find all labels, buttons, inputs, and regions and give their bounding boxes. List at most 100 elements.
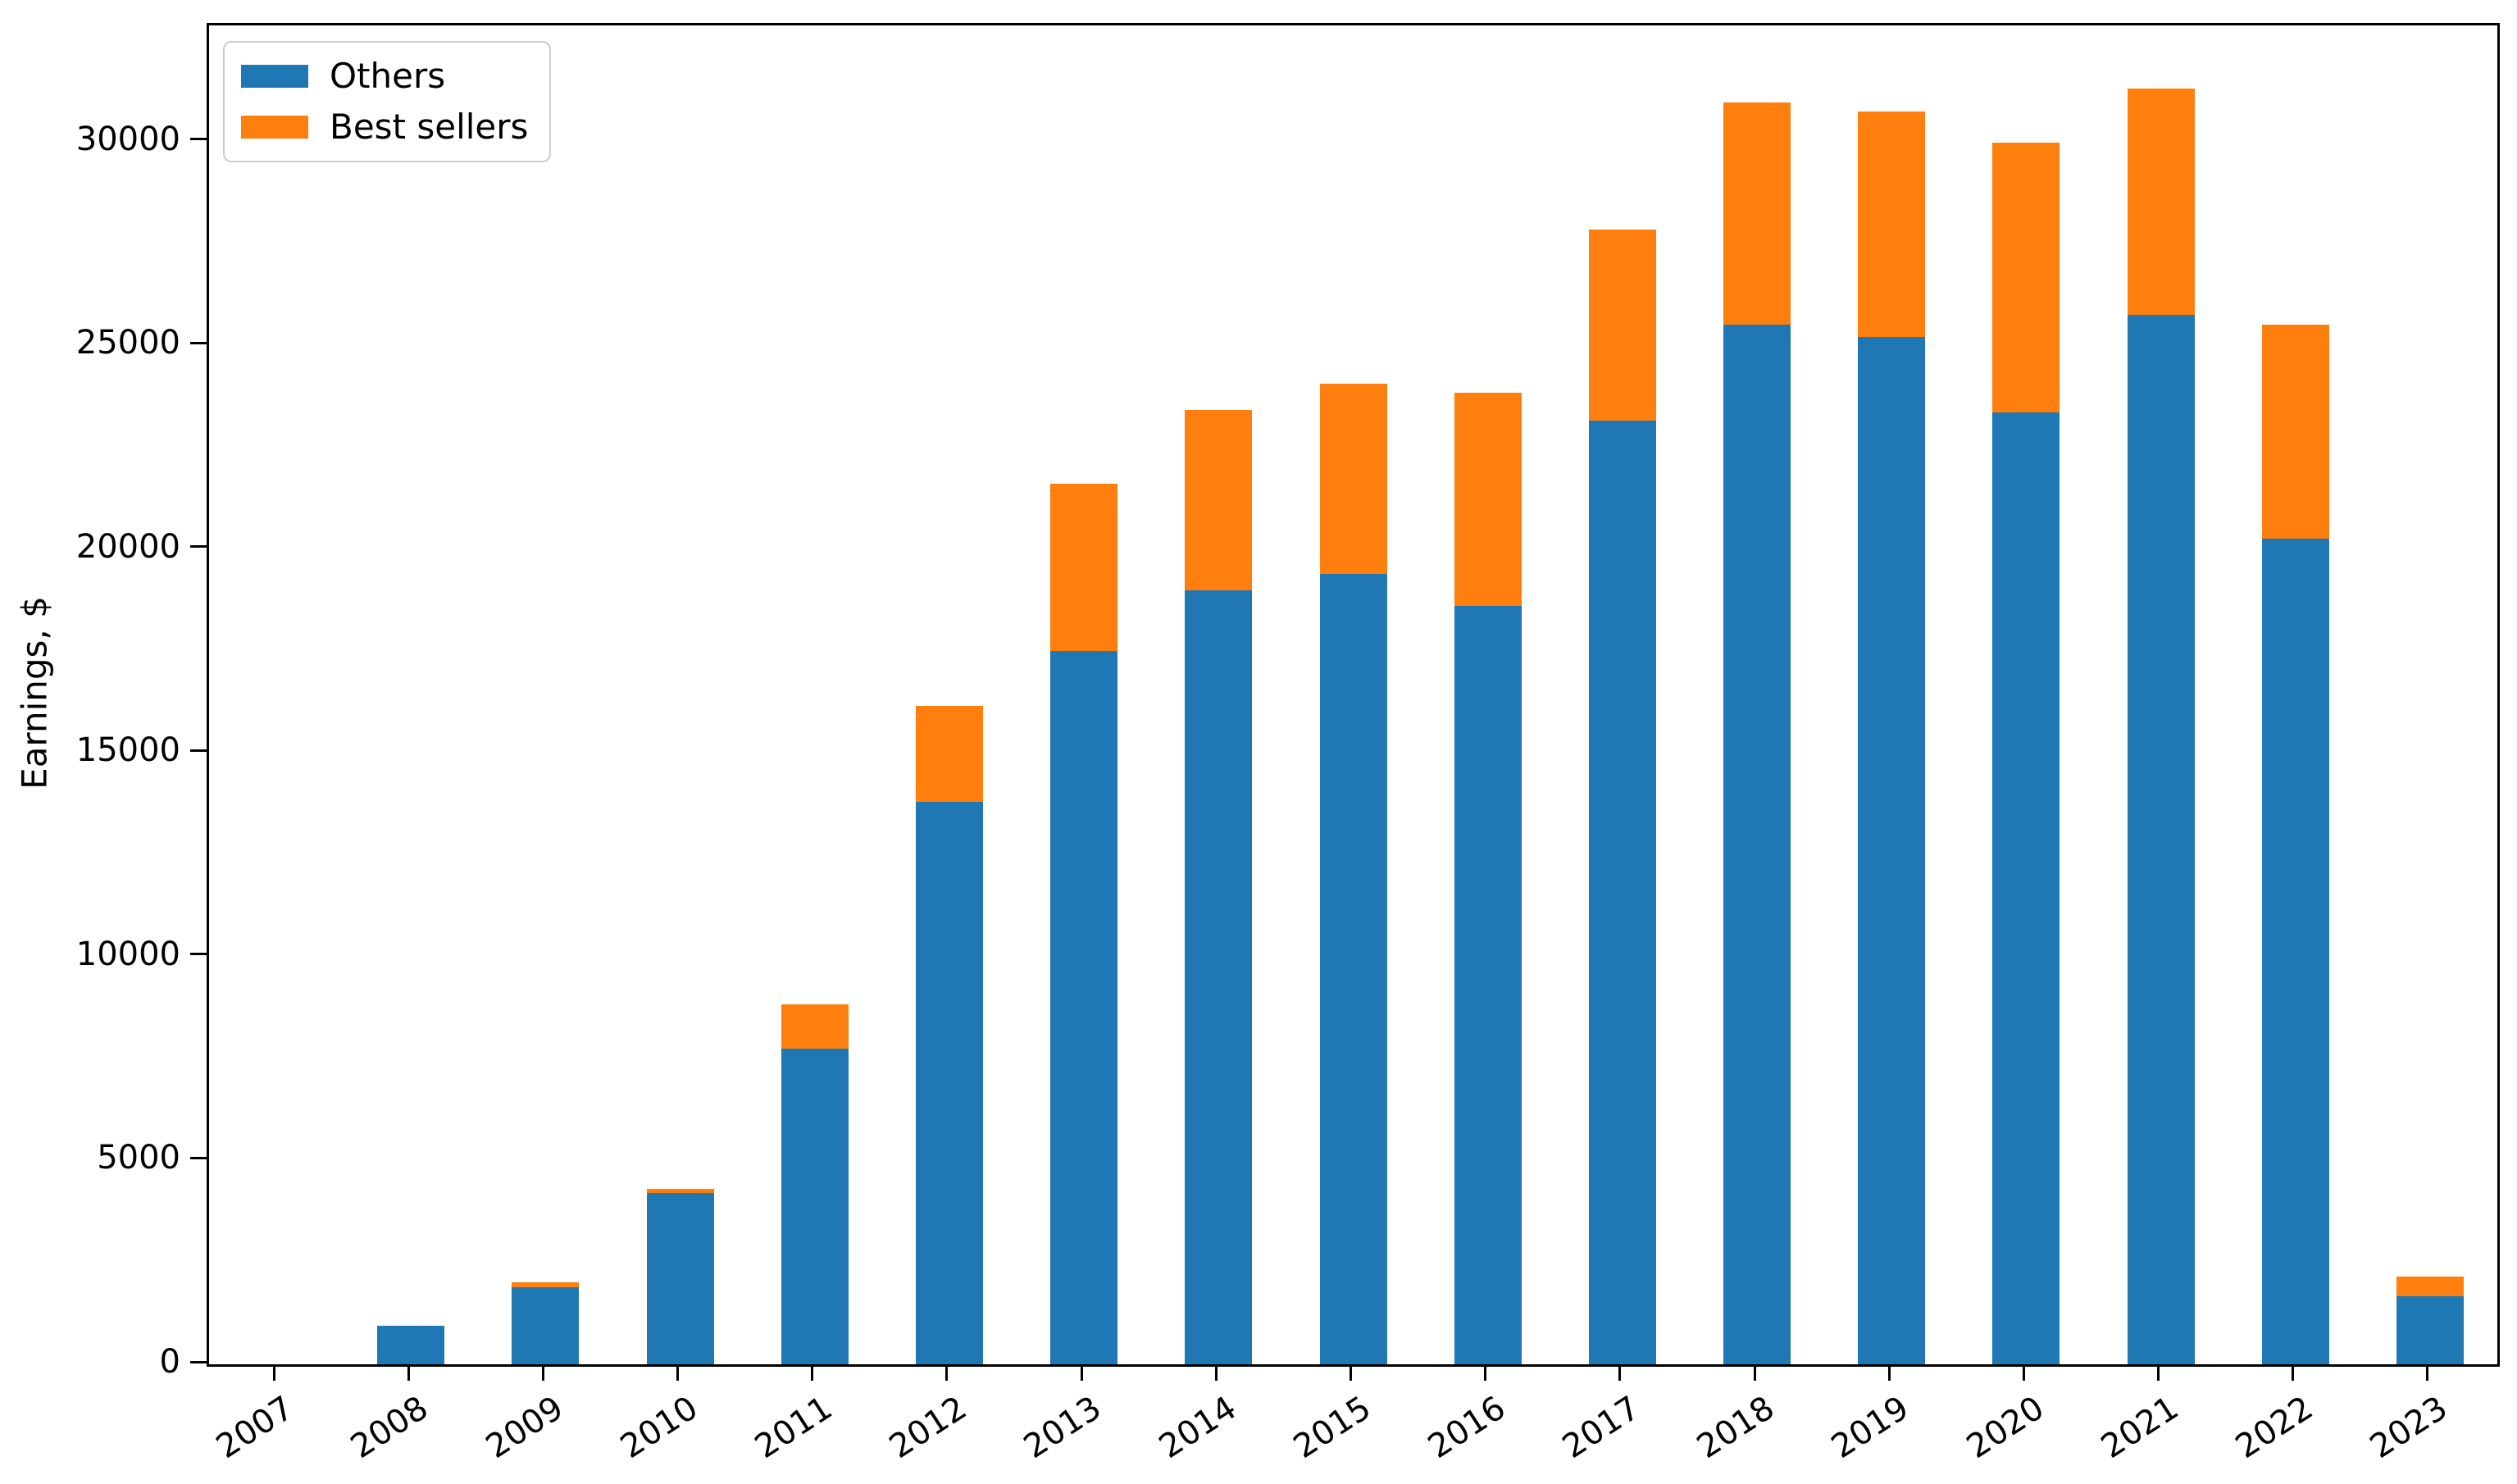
bar-segment-others-2012 bbox=[915, 802, 983, 1364]
bar-2012 bbox=[915, 25, 983, 1364]
x-tick-label-2016: 2016 bbox=[1421, 1389, 1513, 1467]
y-tick-label-15000: 15000 bbox=[75, 731, 180, 770]
bar-segment-others-2009 bbox=[512, 1286, 580, 1364]
x-tick-2017 bbox=[1618, 1364, 1622, 1381]
bar-segment-others-2016 bbox=[1454, 606, 1522, 1364]
legend-row-others: Others bbox=[241, 57, 528, 95]
legend-label-others: Others bbox=[330, 56, 446, 96]
x-tick-label-2008: 2008 bbox=[344, 1389, 435, 1467]
bar-segment-best-sellers-2022 bbox=[2261, 325, 2329, 539]
bar-segment-others-2015 bbox=[1319, 573, 1387, 1364]
bar-segment-best-sellers-2013 bbox=[1050, 484, 1118, 652]
bar-segment-best-sellers-2009 bbox=[512, 1281, 580, 1287]
x-tick-2016 bbox=[1484, 1364, 1487, 1381]
y-tick-25000 bbox=[190, 341, 207, 344]
bar-2013 bbox=[1050, 25, 1118, 1364]
x-tick-2020 bbox=[2022, 1364, 2025, 1381]
legend-label-best-sellers: Best sellers bbox=[330, 107, 529, 147]
y-tick-label-0: 0 bbox=[159, 1343, 180, 1381]
x-tick-2023 bbox=[2426, 1364, 2429, 1381]
bar-segment-best-sellers-2015 bbox=[1319, 384, 1387, 574]
bar-2022 bbox=[2261, 25, 2329, 1364]
x-tick-label-2023: 2023 bbox=[2364, 1389, 2455, 1467]
bar-2021 bbox=[2127, 25, 2195, 1364]
x-tick-2010 bbox=[676, 1364, 680, 1381]
x-tick-2013 bbox=[1080, 1364, 1083, 1381]
x-tick-label-2009: 2009 bbox=[479, 1389, 570, 1467]
x-tick-2011 bbox=[811, 1364, 814, 1381]
bar-segment-others-2010 bbox=[646, 1193, 714, 1364]
bar-segment-others-2019 bbox=[1858, 337, 1926, 1364]
bar-segment-others-2020 bbox=[1992, 412, 2060, 1364]
x-tick-label-2012: 2012 bbox=[883, 1389, 974, 1467]
bar-segment-best-sellers-2017 bbox=[1588, 229, 1656, 421]
x-tick-2007 bbox=[272, 1364, 275, 1381]
bar-segment-others-2021 bbox=[2127, 314, 2195, 1364]
x-tick-2014 bbox=[1214, 1364, 1218, 1381]
x-tick-label-2021: 2021 bbox=[2094, 1389, 2186, 1467]
bar-2008 bbox=[377, 25, 445, 1364]
x-tick-label-2014: 2014 bbox=[1152, 1389, 1243, 1467]
bar-segment-others-2011 bbox=[781, 1048, 849, 1364]
bar-segment-others-2014 bbox=[1185, 590, 1253, 1364]
y-tick-10000 bbox=[190, 953, 207, 956]
y-tick-label-20000: 20000 bbox=[75, 527, 180, 566]
y-tick-0 bbox=[190, 1360, 207, 1363]
bar-2015 bbox=[1319, 25, 1387, 1364]
x-tick-label-2011: 2011 bbox=[748, 1389, 840, 1467]
bar-segment-others-2023 bbox=[2396, 1295, 2464, 1364]
x-tick-2008 bbox=[407, 1364, 410, 1381]
bar-segment-best-sellers-2014 bbox=[1185, 409, 1253, 590]
x-tick-label-2007: 2007 bbox=[210, 1389, 301, 1467]
bar-segment-best-sellers-2018 bbox=[1723, 102, 1791, 325]
x-tick-label-2015: 2015 bbox=[1286, 1389, 1378, 1467]
plot-area bbox=[207, 23, 2500, 1367]
x-tick-label-2017: 2017 bbox=[1555, 1389, 1647, 1467]
x-tick-label-2018: 2018 bbox=[1691, 1389, 1782, 1467]
bar-2023 bbox=[2396, 25, 2464, 1364]
bar-segment-best-sellers-2021 bbox=[2127, 88, 2195, 315]
bar-segment-best-sellers-2012 bbox=[915, 706, 983, 802]
y-tick-5000 bbox=[190, 1156, 207, 1159]
x-tick-2009 bbox=[541, 1364, 544, 1381]
bar-segment-others-2013 bbox=[1050, 651, 1118, 1364]
legend: Others Best sellers bbox=[223, 41, 552, 162]
bar-2016 bbox=[1454, 25, 1522, 1364]
bar-segment-others-2022 bbox=[2261, 539, 2329, 1364]
bar-2017 bbox=[1588, 25, 1656, 1364]
x-tick-label-2013: 2013 bbox=[1017, 1389, 1108, 1467]
bar-2020 bbox=[1992, 25, 2060, 1364]
bar-2011 bbox=[781, 25, 849, 1364]
x-tick-label-2010: 2010 bbox=[613, 1389, 705, 1467]
x-tick-label-2022: 2022 bbox=[2228, 1389, 2320, 1467]
y-tick-label-25000: 25000 bbox=[75, 324, 180, 362]
bar-segment-others-2008 bbox=[377, 1325, 445, 1364]
y-tick-30000 bbox=[190, 138, 207, 141]
bar-segment-best-sellers-2019 bbox=[1858, 111, 1926, 338]
legend-swatch-best-sellers bbox=[241, 116, 308, 139]
x-tick-2019 bbox=[1887, 1364, 1891, 1381]
y-tick-label-30000: 30000 bbox=[75, 120, 180, 158]
x-tick-2018 bbox=[1753, 1364, 1756, 1381]
bar-segment-best-sellers-2020 bbox=[1992, 143, 2060, 413]
y-tick-20000 bbox=[190, 545, 207, 549]
bar-segment-best-sellers-2016 bbox=[1454, 392, 1522, 607]
y-tick-label-5000: 5000 bbox=[97, 1139, 180, 1177]
y-tick-label-10000: 10000 bbox=[75, 935, 180, 973]
x-tick-label-2020: 2020 bbox=[1959, 1389, 2050, 1467]
bar-2014 bbox=[1185, 25, 1253, 1364]
bar-2010 bbox=[646, 25, 714, 1364]
legend-row-best-sellers: Best sellers bbox=[241, 108, 528, 146]
bar-segment-best-sellers-2010 bbox=[646, 1189, 714, 1194]
bar-segment-others-2017 bbox=[1588, 421, 1656, 1364]
x-tick-2022 bbox=[2292, 1364, 2295, 1381]
bar-2018 bbox=[1723, 25, 1791, 1364]
x-tick-label-2019: 2019 bbox=[1825, 1389, 1916, 1467]
bar-2007 bbox=[243, 25, 310, 1364]
y-tick-15000 bbox=[190, 749, 207, 752]
bar-segment-best-sellers-2023 bbox=[2396, 1276, 2464, 1296]
bar-segment-best-sellers-2011 bbox=[781, 1004, 849, 1049]
x-tick-2015 bbox=[1350, 1364, 1352, 1381]
bar-2009 bbox=[512, 25, 580, 1364]
